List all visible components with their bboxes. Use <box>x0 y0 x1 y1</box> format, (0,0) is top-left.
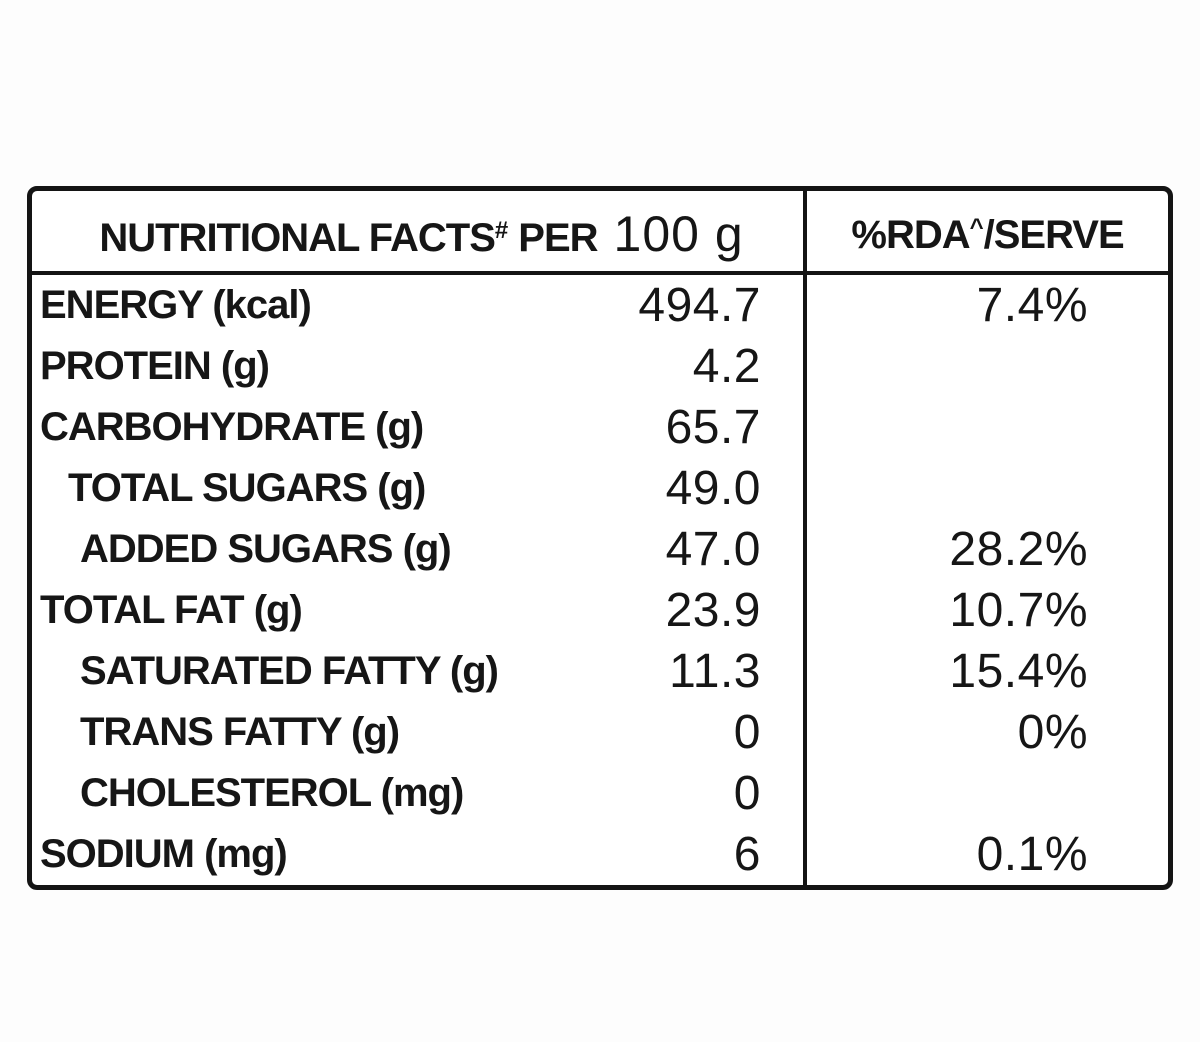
rda-cell: 15.4% <box>807 641 1168 702</box>
nutrition-facts-table: NUTRITIONAL FACTS# PER 100 g %RDA^/SERVE … <box>27 186 1173 890</box>
rda-cell: 28.2% <box>807 519 1168 580</box>
rda-cell: 0.1% <box>807 824 1168 885</box>
caret-footnote-mark: ^ <box>969 213 984 241</box>
rda-cell <box>807 336 1168 397</box>
nutrient-label: CARBOHYDRATE (g) <box>40 405 424 449</box>
nutrient-cell: SATURATED FATTY (g) 11.3 <box>32 641 807 702</box>
nutrient-cell: PROTEIN (g) 4.2 <box>32 336 807 397</box>
serving-size: 100 g <box>613 206 744 262</box>
rda-cell: 10.7% <box>807 580 1168 641</box>
rda-cell <box>807 397 1168 458</box>
nutrient-label: SODIUM (mg) <box>40 832 288 876</box>
nutrient-value: 4.2 <box>692 340 761 393</box>
rda-value: 10.7% <box>949 584 1088 637</box>
nutrient-label: CHOLESTEROL (mg) <box>80 771 464 815</box>
rda-value: 15.4% <box>949 645 1088 698</box>
table-header-right: %RDA^/SERVE <box>807 191 1168 275</box>
nutrient-cell: SODIUM (mg) 6 <box>32 824 807 885</box>
hash-footnote-mark: # <box>494 217 509 244</box>
table-header-left: NUTRITIONAL FACTS# PER 100 g <box>32 191 807 275</box>
nutrient-label: TOTAL FAT (g) <box>40 588 303 632</box>
nutrient-value: 11.3 <box>669 645 761 698</box>
rda-cell <box>807 458 1168 519</box>
nutrient-label: ENERGY (kcal) <box>40 283 312 327</box>
nutrient-label: PROTEIN (g) <box>40 344 270 388</box>
nutrient-cell: ENERGY (kcal) 494.7 <box>32 275 807 336</box>
nutrient-value: 0 <box>733 767 761 820</box>
nutrient-cell: CHOLESTEROL (mg) 0 <box>32 763 807 824</box>
rda-value: 0.1% <box>976 828 1088 881</box>
header-title: NUTRITIONAL FACTS# PER <box>99 216 598 261</box>
rda-value: 7.4% <box>976 279 1088 332</box>
nutrient-label: TRANS FATTY (g) <box>80 710 400 754</box>
rda-value: 28.2% <box>949 523 1088 576</box>
nutrient-cell: TOTAL FAT (g) 23.9 <box>32 580 807 641</box>
nutrient-value: 494.7 <box>638 279 761 332</box>
header-per-label: PER <box>518 216 598 260</box>
rda-cell: 7.4% <box>807 275 1168 336</box>
nutrient-value: 47.0 <box>665 523 761 576</box>
nutrient-value: 49.0 <box>665 462 761 515</box>
nutrient-cell: CARBOHYDRATE (g) 65.7 <box>32 397 807 458</box>
rda-column-header: %RDA^/SERVE <box>851 212 1125 258</box>
nutrient-label: SATURATED FATTY (g) <box>80 649 499 693</box>
nutrient-value: 65.7 <box>665 401 761 454</box>
rda-value: 0% <box>1017 706 1088 759</box>
rda-suffix: /SERVE <box>983 212 1125 257</box>
nutrient-value: 6 <box>733 828 761 881</box>
nutrient-value: 0 <box>733 706 761 759</box>
rda-prefix: %RDA <box>851 212 970 257</box>
nutrient-label: TOTAL SUGARS (g) <box>68 466 426 510</box>
rda-cell: 0% <box>807 702 1168 763</box>
header-title-text: NUTRITIONAL FACTS <box>99 216 496 260</box>
nutrient-cell: ADDED SUGARS (g) 47.0 <box>32 519 807 580</box>
rda-cell <box>807 763 1168 824</box>
nutrient-value: 23.9 <box>665 584 761 637</box>
nutrient-label: ADDED SUGARS (g) <box>80 527 452 571</box>
nutrient-cell: TOTAL SUGARS (g) 49.0 <box>32 458 807 519</box>
nutrient-cell: TRANS FATTY (g) 0 <box>32 702 807 763</box>
